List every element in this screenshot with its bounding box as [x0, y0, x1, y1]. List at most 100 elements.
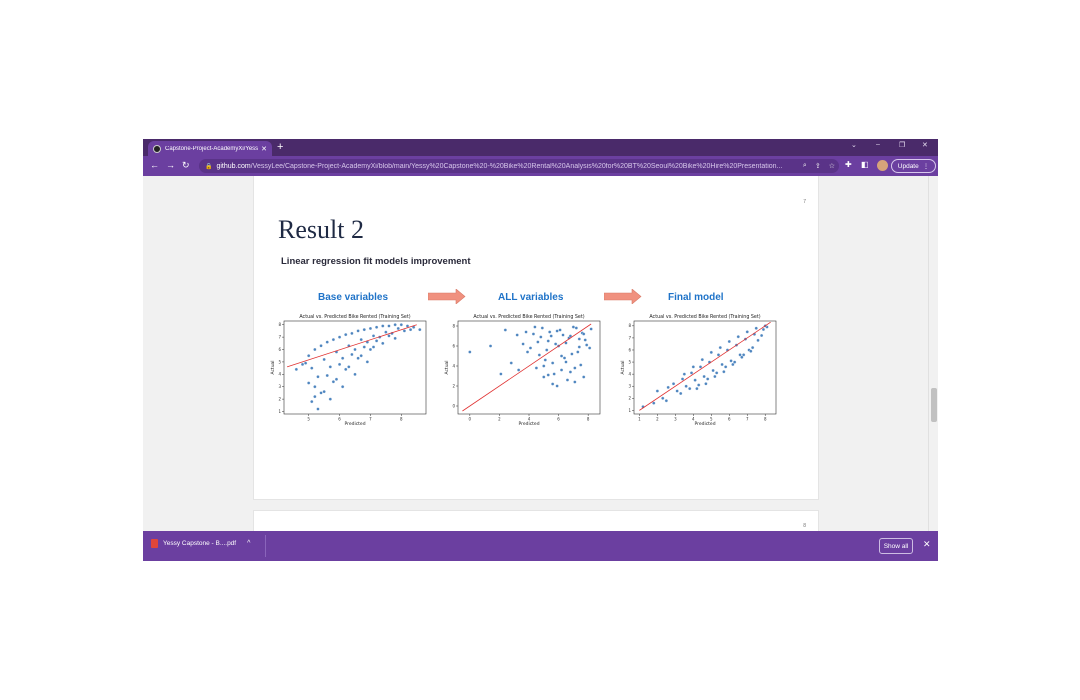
divider	[265, 535, 266, 557]
data-point	[711, 368, 715, 373]
profile-icon[interactable]	[877, 160, 888, 171]
next-page-number: 8	[803, 523, 806, 529]
x-tick-label: 7	[369, 417, 372, 422]
zoom-icon[interactable]: ⌕	[802, 162, 807, 169]
data-point	[539, 335, 543, 339]
data-point	[565, 378, 570, 382]
x-tick-label: 5	[307, 417, 310, 422]
data-point	[577, 345, 581, 349]
data-point	[393, 323, 397, 327]
scrollbar[interactable]	[928, 176, 938, 531]
data-point	[325, 373, 329, 378]
data-point	[564, 360, 568, 364]
download-item[interactable]: Yessy Capstone - B....pdf ^	[151, 539, 250, 548]
data-point	[675, 389, 679, 393]
data-point	[341, 356, 345, 360]
data-point	[319, 391, 323, 395]
data-point	[313, 394, 317, 399]
close-window-icon[interactable]: ✕	[922, 142, 928, 149]
data-point	[759, 333, 764, 338]
tab-search-icon[interactable]: ⌄	[851, 142, 857, 149]
x-tick-label: 4	[528, 417, 531, 422]
data-point	[353, 372, 357, 376]
data-point	[577, 337, 581, 341]
data-point	[303, 361, 308, 365]
data-point	[356, 356, 360, 360]
y-tick-label: 4	[628, 372, 631, 377]
data-point	[559, 368, 564, 372]
share-icon[interactable]: ⇪	[814, 163, 821, 170]
data-point	[516, 368, 521, 372]
update-label: Update	[897, 162, 919, 170]
y-tick-label: 1	[628, 408, 631, 413]
data-point	[543, 358, 547, 362]
data-point	[589, 327, 593, 331]
browser-tab[interactable]: Capstone-Project-AcademyXi/Yess ✕	[148, 141, 272, 156]
data-point	[579, 363, 583, 367]
y-axis-label: Actual	[620, 360, 626, 374]
y-tick-label: 4	[452, 363, 455, 368]
data-point	[334, 377, 339, 381]
y-axis-label: Actual	[270, 360, 276, 374]
download-bar: Yessy Capstone - B....pdf ^ Show all ✕	[143, 531, 938, 561]
address-bar[interactable]: 🔒 github.com /VessyLee/Capstone-Project-…	[199, 159, 839, 173]
data-point	[307, 381, 311, 385]
data-point	[553, 342, 558, 346]
scrollbar-thumb[interactable]	[931, 388, 937, 422]
sidepanel-icon[interactable]: ◧	[861, 160, 869, 169]
data-point	[679, 391, 683, 396]
show-all-button[interactable]: Show all	[879, 538, 913, 554]
x-tick-label: 5	[710, 417, 713, 422]
data-point	[533, 325, 537, 329]
data-point	[736, 335, 740, 339]
pdf-file-icon	[151, 539, 158, 548]
back-icon[interactable]: ←	[150, 160, 159, 170]
star-icon[interactable]: ☆	[828, 163, 835, 170]
forward-icon[interactable]: →	[166, 160, 175, 170]
data-point	[574, 326, 578, 330]
data-point	[583, 338, 587, 342]
data-point	[568, 334, 573, 338]
close-download-bar-icon[interactable]: ✕	[923, 539, 931, 549]
data-point	[387, 324, 391, 328]
new-tab-button[interactable]: +	[277, 141, 284, 153]
minimize-icon[interactable]: –	[876, 141, 880, 148]
data-point	[733, 360, 737, 364]
data-point	[331, 337, 336, 342]
reload-icon[interactable]: ↻	[182, 160, 190, 170]
data-point	[387, 334, 391, 338]
data-point	[468, 350, 472, 354]
data-point	[353, 347, 357, 352]
data-point	[718, 345, 722, 350]
data-point	[756, 338, 760, 342]
data-point	[359, 337, 363, 342]
data-point	[399, 323, 403, 327]
restore-icon[interactable]: ❐	[899, 142, 906, 149]
pdf-viewer[interactable]: 7 Result 2 Linear regression fit models …	[143, 176, 938, 531]
chevron-up-icon[interactable]: ^	[247, 540, 251, 547]
menu-icon[interactable]: ⋮	[922, 163, 930, 170]
x-axis-label: Predicted	[344, 421, 365, 427]
scatter-plot-svg: Actual vs. Predicted Bike Rented (Traini…	[270, 314, 427, 427]
extensions-icon[interactable]: ✚	[845, 160, 852, 169]
data-point	[371, 345, 376, 349]
data-point	[528, 346, 533, 350]
close-tab-icon[interactable]: ✕	[261, 145, 267, 153]
data-point	[652, 401, 656, 405]
data-point	[381, 324, 385, 328]
data-point	[555, 384, 559, 388]
data-point	[384, 330, 388, 334]
data-point	[720, 362, 724, 367]
data-point	[525, 350, 530, 354]
arrow-icon	[428, 289, 466, 304]
data-point	[695, 386, 699, 391]
data-point	[359, 354, 363, 358]
data-point	[307, 354, 311, 358]
y-tick-label: 7	[628, 335, 631, 340]
data-point	[546, 339, 550, 343]
data-point	[585, 343, 589, 347]
data-point	[328, 397, 332, 401]
data-point	[552, 372, 556, 376]
data-point	[374, 339, 379, 343]
update-button[interactable]: Update ⋮	[891, 159, 936, 173]
